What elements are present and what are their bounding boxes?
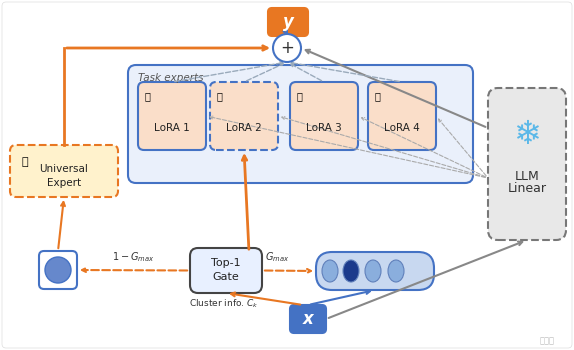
Circle shape: [45, 257, 71, 283]
Text: +: +: [280, 39, 294, 57]
Text: Universal: Universal: [40, 164, 88, 174]
FancyBboxPatch shape: [210, 82, 278, 150]
Text: Top-1: Top-1: [211, 259, 241, 268]
FancyBboxPatch shape: [290, 305, 326, 333]
Text: LoRA 4: LoRA 4: [384, 123, 420, 133]
Text: 🔥: 🔥: [374, 91, 380, 101]
Text: $G_{max}$: $G_{max}$: [265, 251, 289, 265]
Text: 🔥: 🔥: [296, 91, 302, 101]
Text: LoRA 3: LoRA 3: [306, 123, 342, 133]
Text: Task experts: Task experts: [138, 73, 204, 83]
Text: 量子位: 量子位: [540, 336, 555, 345]
Ellipse shape: [365, 260, 381, 282]
Text: 🔥: 🔥: [144, 91, 150, 101]
FancyBboxPatch shape: [39, 251, 77, 289]
Text: $1-G_{max}$: $1-G_{max}$: [112, 251, 155, 265]
Text: y: y: [282, 13, 293, 31]
FancyBboxPatch shape: [290, 82, 358, 150]
Text: Gate: Gate: [212, 273, 239, 282]
FancyBboxPatch shape: [488, 88, 566, 240]
FancyBboxPatch shape: [368, 82, 436, 150]
FancyBboxPatch shape: [138, 82, 206, 150]
Text: 🔥: 🔥: [22, 157, 28, 167]
Text: ❄: ❄: [513, 118, 541, 150]
Text: Cluster info. $C_k$: Cluster info. $C_k$: [189, 297, 259, 309]
Text: 🔥: 🔥: [216, 91, 222, 101]
Circle shape: [273, 34, 301, 62]
Text: x: x: [302, 310, 313, 328]
Ellipse shape: [343, 260, 359, 282]
Text: LoRA 1: LoRA 1: [154, 123, 190, 133]
FancyBboxPatch shape: [128, 65, 473, 183]
FancyBboxPatch shape: [190, 248, 262, 293]
FancyBboxPatch shape: [316, 252, 434, 290]
Ellipse shape: [388, 260, 404, 282]
FancyBboxPatch shape: [268, 8, 308, 36]
Text: LLM: LLM: [515, 169, 540, 182]
FancyBboxPatch shape: [10, 145, 118, 197]
Ellipse shape: [322, 260, 338, 282]
Text: Expert: Expert: [47, 178, 81, 188]
Text: Linear: Linear: [507, 182, 546, 195]
Text: LoRA 2: LoRA 2: [226, 123, 262, 133]
